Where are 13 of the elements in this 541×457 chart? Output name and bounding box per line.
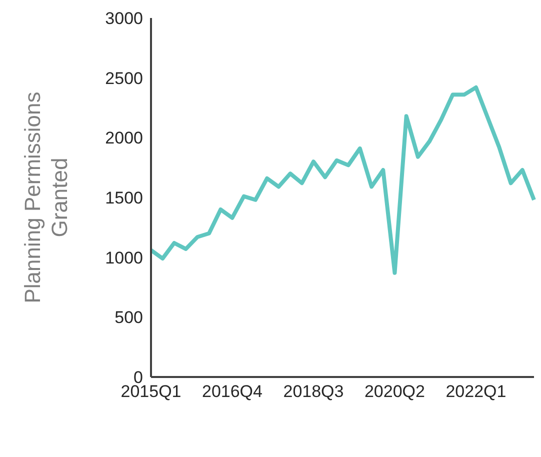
x-tick-label: 2015Q1 [120, 382, 182, 402]
y-tick-label: 1500 [105, 188, 143, 208]
y-tick-label: 500 [114, 308, 143, 328]
y-axis-title: Planning Permissions Granted [20, 92, 72, 304]
x-tick-label: 2020Q2 [364, 382, 425, 402]
x-tick-label: 2018Q3 [283, 382, 344, 402]
y-tick-label: 2500 [105, 68, 143, 88]
y-tick-label: 2000 [105, 128, 143, 148]
y-tick-label: 3000 [105, 9, 143, 28]
x-tick-label: 2016Q4 [202, 382, 262, 402]
line-series [149, 85, 536, 275]
y-tick-label: 1000 [105, 248, 143, 268]
x-tick-label: 2022Q1 [446, 382, 506, 402]
